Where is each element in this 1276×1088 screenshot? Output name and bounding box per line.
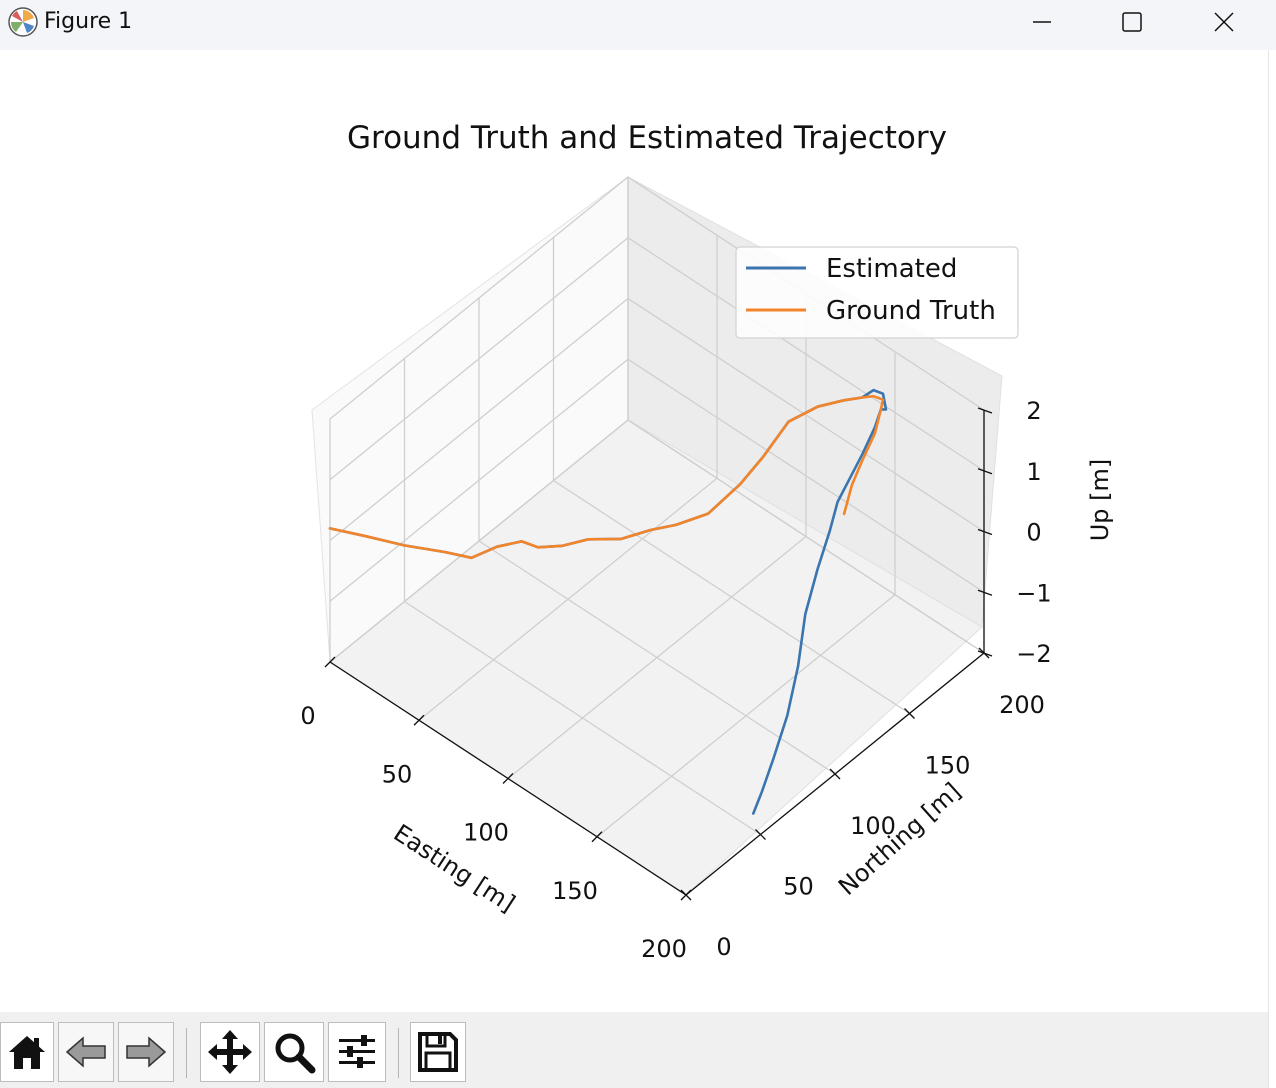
y-tick — [755, 829, 766, 840]
y-tick-label: 100 — [850, 812, 896, 840]
window-border — [1268, 50, 1276, 1088]
floor-grid-line — [553, 479, 910, 715]
legend-box — [735, 246, 1019, 339]
forward-arrow-icon — [126, 1036, 167, 1068]
home-icon — [9, 1036, 45, 1069]
move-icon — [208, 1030, 252, 1074]
save-icon — [418, 1032, 458, 1072]
minimize-icon — [1033, 21, 1051, 23]
x-tick — [591, 831, 603, 843]
configure-subplots-button[interactable] — [328, 1022, 386, 1082]
left-pane-grid-line — [329, 419, 629, 663]
legend: Estimated Ground Truth — [735, 246, 1019, 339]
axis-ticks — [324, 407, 993, 901]
z-tick-label: 1 — [1026, 458, 1041, 486]
left-pane-grid-line — [329, 297, 629, 542]
z-axis-label: Up [m] — [1086, 459, 1114, 542]
y-tick-label: 0 — [716, 933, 731, 961]
z-tick — [977, 528, 993, 536]
legend-label-ground-truth: Ground Truth — [826, 296, 996, 326]
series-line-ground-truth — [328, 394, 885, 560]
z-tick-label: −2 — [1016, 640, 1051, 668]
y-tick-label: 150 — [925, 752, 971, 780]
right-pane-grid-line — [627, 419, 985, 654]
x-tick-label: 200 — [641, 935, 687, 963]
x-tick-label: 150 — [552, 877, 598, 905]
right-pane-grid-line — [627, 297, 985, 533]
x-tick — [413, 714, 425, 726]
y-tick — [680, 889, 692, 901]
minimize-button[interactable] — [996, 0, 1088, 44]
z-tick — [977, 589, 993, 596]
x-tick — [502, 773, 514, 784]
right-pane-grid-line — [627, 358, 985, 593]
back-button[interactable] — [58, 1022, 114, 1082]
y-tick-label: 50 — [783, 873, 814, 901]
floor-grid-line — [478, 540, 836, 775]
toolbar-separator — [398, 1028, 399, 1078]
close-button[interactable] — [1178, 0, 1270, 44]
toolbar-separator — [186, 1028, 187, 1078]
left-pane-grid-line — [329, 237, 629, 481]
legend-label-estimated: Estimated — [826, 254, 957, 284]
save-button[interactable] — [410, 1022, 466, 1082]
series-group — [328, 388, 888, 815]
left-pane-grid-line — [329, 358, 629, 602]
x-tick-label: 50 — [382, 760, 413, 788]
pan-button[interactable] — [200, 1022, 260, 1082]
z-tick-label: −1 — [1016, 579, 1051, 607]
z-tick-label: 2 — [1026, 397, 1041, 425]
x-tick — [324, 656, 336, 668]
y-tick — [829, 768, 841, 780]
navigation-toolbar — [0, 1012, 1268, 1088]
maximize-icon — [1122, 12, 1142, 32]
zoom-button[interactable] — [264, 1022, 324, 1082]
zoom-icon — [275, 1033, 316, 1074]
floor-grid-line — [404, 600, 761, 836]
window-titlebar: Figure 1 — [0, 0, 1276, 50]
matplotlib-logo-icon — [8, 7, 38, 37]
z-tick — [977, 650, 993, 657]
z-tick-label: 0 — [1026, 519, 1041, 547]
back-arrow-icon — [65, 1036, 106, 1068]
home-button[interactable] — [0, 1022, 54, 1082]
z-tick — [977, 468, 993, 475]
maximize-button[interactable] — [1086, 0, 1178, 44]
x-tick-label: 0 — [300, 702, 315, 730]
right-pane-grid-line — [627, 237, 985, 472]
forward-button[interactable] — [118, 1022, 174, 1082]
z-tick — [977, 407, 993, 414]
figure-canvas[interactable]: 0 50 100 150 200 0 50 100 150 200 −2 −1 0 1 2 Easting … — [0, 50, 1268, 1012]
close-icon — [1214, 12, 1234, 32]
left-pane-grid-line — [329, 176, 629, 420]
tick-labels: 0 50 100 150 200 0 50 100 150 200 −2 −1 0 1 2 — [300, 397, 1051, 963]
window-title: Figure 1 — [44, 9, 133, 34]
y-tick-label: 200 — [999, 691, 1045, 719]
y-tick — [904, 708, 915, 719]
sliders-icon — [339, 1035, 375, 1068]
chart-title: Ground Truth and Estimated Trajectory — [347, 120, 947, 156]
x-tick-label: 100 — [463, 819, 509, 847]
